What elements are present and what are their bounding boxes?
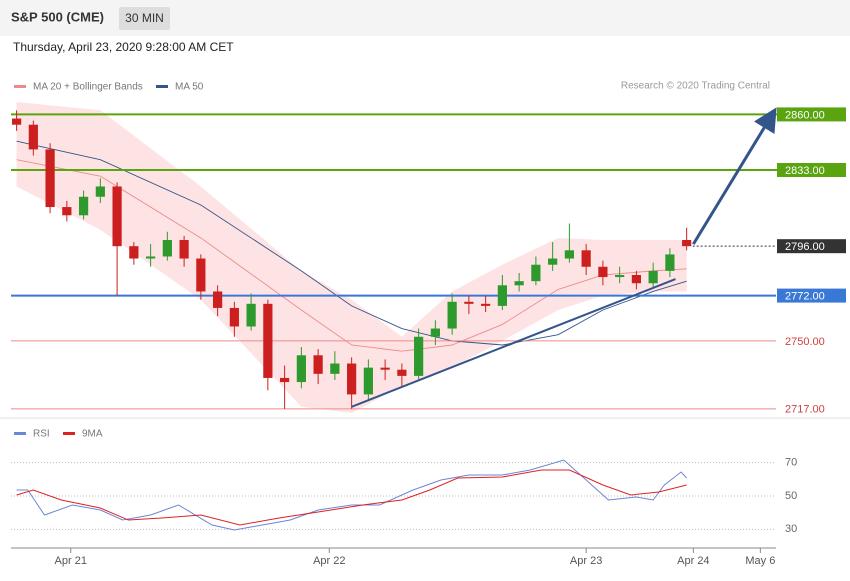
candle-body <box>280 377 290 383</box>
subtitle: Thursday, April 23, 2020 9:28:00 AM CET <box>13 40 234 54</box>
candle-body <box>414 336 424 376</box>
rsi-tick-label: 50 <box>785 490 797 502</box>
x-tick-label: Apr 22 <box>313 555 345 567</box>
candle-body <box>229 307 239 327</box>
arrow <box>692 107 777 245</box>
level-label: 2796.00 <box>785 241 825 253</box>
candle-body <box>112 186 122 247</box>
level-label-box <box>777 239 846 254</box>
candle-body <box>363 367 373 395</box>
candle-body <box>129 246 139 259</box>
rsi-tick-label: 30 <box>785 523 797 535</box>
interval[interactable]: 30 MIN <box>125 11 164 25</box>
legend-label: 9MA <box>82 429 103 440</box>
x-tick-label: Apr 24 <box>677 555 709 567</box>
rsi-ma-line <box>16 469 687 526</box>
candle-body <box>497 285 507 306</box>
candle-body <box>78 196 89 216</box>
source: Research © 2020 Trading Central <box>621 81 770 92</box>
candle-body <box>481 303 491 306</box>
legend-swatch <box>156 85 168 88</box>
legend-label: MA 50 <box>175 82 204 93</box>
legend-label: RSI <box>33 429 50 440</box>
rsi-line <box>16 459 688 531</box>
candle-body <box>665 254 675 271</box>
level-label-box <box>777 288 846 303</box>
candle-body <box>313 355 323 374</box>
interval-badge[interactable] <box>119 7 170 30</box>
candle-body <box>581 250 591 267</box>
chart-title: S&P 500 (CME) <box>11 9 104 24</box>
candle-body <box>347 363 357 395</box>
candle-body <box>682 240 692 247</box>
candle-body <box>145 256 156 259</box>
x-tick-label: Apr 21 <box>55 555 87 567</box>
candle-body <box>430 328 440 337</box>
bollinger-band <box>16 102 687 413</box>
rsi-tick-label: 70 <box>785 457 797 469</box>
candle-body <box>263 303 273 378</box>
candle-body <box>514 281 524 286</box>
candle-body <box>464 301 474 304</box>
ma20-line <box>16 159 687 352</box>
legend-label: MA 20 + Bollinger Bands <box>33 82 143 93</box>
legend-swatch <box>14 85 26 88</box>
candle-body <box>447 301 457 329</box>
candle-body <box>631 275 642 284</box>
candle-body <box>531 264 541 282</box>
candle-body <box>179 240 189 259</box>
candle-body <box>548 258 558 265</box>
x-tick-label: May 6 <box>745 555 775 567</box>
candle-body <box>615 275 625 278</box>
trendline <box>351 278 676 408</box>
level-label: 2717.00 <box>785 404 825 416</box>
level-label: 2833.00 <box>785 165 825 177</box>
candle-body <box>28 124 38 150</box>
candle-body <box>397 369 407 376</box>
ma50-line <box>16 140 687 346</box>
candle-body <box>564 250 575 259</box>
candle-body <box>95 186 105 197</box>
candle-body <box>648 270 658 284</box>
candle-body <box>45 149 55 208</box>
candle-body <box>162 240 172 257</box>
candle-body <box>196 258 206 292</box>
candle-body <box>246 303 256 327</box>
candle-body <box>598 266 608 278</box>
level-label: 2860.00 <box>785 109 825 121</box>
level-label: 2772.00 <box>785 290 825 302</box>
candle-body <box>212 291 223 308</box>
level-label: 2750.00 <box>785 336 825 348</box>
candle-body <box>296 355 306 383</box>
candle-body <box>11 118 22 125</box>
candle-body <box>62 207 72 216</box>
legend-swatch <box>14 432 26 435</box>
candle-body <box>380 367 390 370</box>
candle-body <box>330 363 340 374</box>
legend-swatch <box>63 432 75 435</box>
level-label-box <box>777 107 846 122</box>
x-tick-label: Apr 23 <box>570 555 602 567</box>
level-label-box <box>777 163 846 177</box>
